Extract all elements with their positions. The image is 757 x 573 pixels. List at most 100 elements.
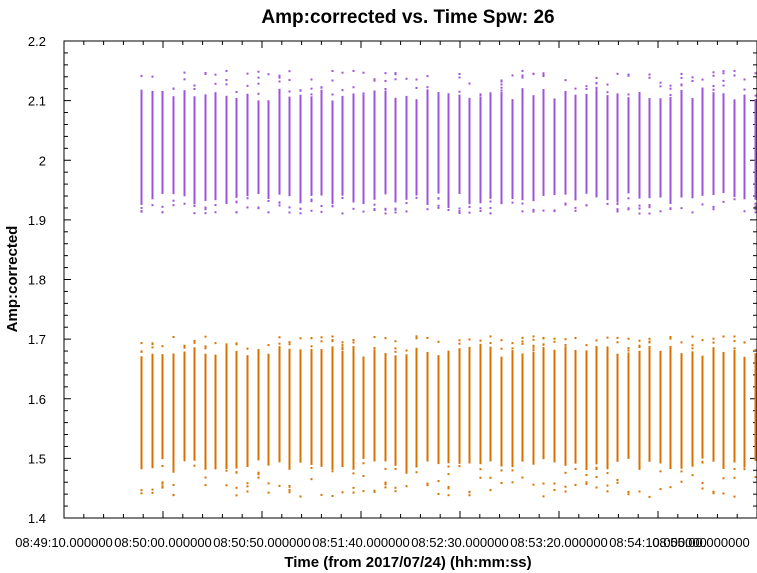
data-point <box>331 335 334 338</box>
data-point <box>521 202 524 205</box>
data-point <box>616 208 619 211</box>
data-point <box>394 347 397 350</box>
data-point <box>680 207 683 210</box>
data-point <box>204 72 207 75</box>
data-point <box>532 344 535 347</box>
data-point <box>267 482 270 485</box>
data-point <box>669 87 672 90</box>
data-point <box>331 205 334 208</box>
data-point <box>267 73 270 76</box>
data-point <box>743 78 746 81</box>
data-point <box>151 488 154 491</box>
data-point <box>754 211 757 214</box>
data-point <box>564 338 567 341</box>
data-point <box>585 482 588 485</box>
data-point <box>362 462 365 465</box>
data-point <box>669 84 672 87</box>
data-point <box>638 344 641 347</box>
data-point <box>140 74 143 77</box>
data-point <box>310 478 313 481</box>
data-point <box>585 344 588 347</box>
data-point <box>394 490 397 493</box>
data-point <box>426 208 429 211</box>
data-point <box>489 342 492 345</box>
data-point <box>521 342 524 345</box>
data-point <box>701 461 704 464</box>
data-point <box>754 202 757 205</box>
chart-title: Amp:corrected vs. Time Spw: 26 <box>261 7 554 28</box>
y-tick-label: 1.4 <box>28 511 46 526</box>
data-point <box>500 339 503 342</box>
data-point <box>257 92 260 95</box>
data-point <box>415 337 418 340</box>
data-point <box>447 206 450 209</box>
x-tick-label: 08:50:00.000000 <box>114 535 212 550</box>
data-point <box>278 347 281 350</box>
data-point <box>299 207 302 210</box>
data-point <box>659 85 662 88</box>
data-point <box>183 351 186 354</box>
data-point <box>733 347 736 350</box>
data-point <box>331 93 334 96</box>
data-point <box>627 349 630 352</box>
data-point <box>341 346 344 349</box>
data-point <box>310 345 313 348</box>
data-point <box>574 467 577 470</box>
data-point <box>235 200 238 203</box>
data-point <box>362 92 365 95</box>
data-point <box>616 209 619 212</box>
data-point <box>310 87 313 90</box>
data-point <box>722 492 725 495</box>
data-point <box>458 76 461 79</box>
data-point <box>500 80 503 83</box>
data-point <box>437 492 440 495</box>
data-point <box>384 212 387 215</box>
data-point <box>595 468 598 471</box>
data-point <box>447 204 450 207</box>
data-point <box>511 197 514 200</box>
data-point <box>415 196 418 199</box>
data-point <box>680 76 683 79</box>
data-point <box>691 80 694 83</box>
data-point <box>193 88 196 91</box>
data-point <box>288 206 291 209</box>
data-point <box>278 336 281 339</box>
data-point <box>754 205 757 208</box>
data-point <box>500 89 503 92</box>
data-point <box>267 199 270 202</box>
data-point <box>278 76 281 79</box>
data-point <box>521 76 524 79</box>
y-tick-label: 1.6 <box>28 392 46 407</box>
data-point <box>437 92 440 95</box>
data-point <box>542 343 545 346</box>
data-point <box>680 480 683 483</box>
data-point <box>415 193 418 196</box>
data-point <box>627 337 630 340</box>
data-point <box>521 74 524 77</box>
data-point <box>320 204 323 207</box>
data-point <box>204 206 207 209</box>
data-point <box>691 347 694 350</box>
data-point <box>574 209 577 212</box>
data-point <box>437 204 440 207</box>
data-point <box>585 481 588 484</box>
data-point <box>246 93 249 96</box>
data-point <box>606 202 609 205</box>
x-tick-label: 08:50:50.000000 <box>213 535 311 550</box>
data-point <box>331 340 334 343</box>
data-point <box>278 201 281 204</box>
data-point <box>151 204 154 207</box>
data-point <box>288 78 291 81</box>
data-point <box>193 84 196 87</box>
data-point <box>405 210 408 213</box>
data-point <box>235 486 238 489</box>
data-point <box>362 475 365 478</box>
data-point <box>712 71 715 74</box>
data-point <box>669 466 672 469</box>
data-point <box>458 90 461 93</box>
data-point <box>235 494 238 497</box>
data-point <box>712 492 715 495</box>
data-point <box>267 353 270 356</box>
data-point <box>310 209 313 212</box>
data-point <box>468 491 471 494</box>
